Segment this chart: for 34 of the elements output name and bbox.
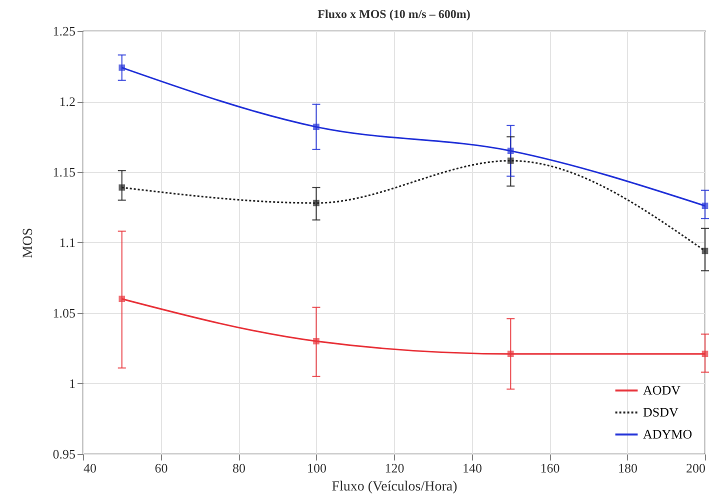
point	[313, 338, 320, 344]
x-tick-label: 200	[686, 460, 706, 476]
point	[507, 158, 514, 164]
point	[118, 296, 126, 302]
point	[313, 200, 320, 206]
x-axis-title: Fluxo (Veículos/Hora)	[332, 480, 458, 494]
x-tick-label: 40	[84, 460, 96, 476]
point	[507, 148, 514, 154]
y-tick-label: 1.05	[52, 306, 76, 320]
y-tick-label: 1.15	[52, 164, 76, 180]
x-tick-label: 120	[384, 460, 404, 476]
x-tick-label: 100	[307, 460, 326, 476]
legend-label: DSDV	[643, 404, 680, 420]
y-tick-label: 0.95	[52, 446, 76, 462]
y-tick-label: 1.25	[52, 24, 76, 38]
point	[702, 202, 708, 210]
point	[118, 184, 126, 191]
chart-title: Fluxo x MOS (10 m/s – 600m)	[318, 7, 470, 21]
legend-label: AODV	[643, 382, 682, 398]
legend-label: ADYMO	[643, 426, 692, 442]
point	[118, 64, 126, 71]
x-tick-label: 80	[232, 460, 246, 476]
point	[507, 350, 514, 358]
x-tick-label: 180	[618, 460, 638, 476]
x-tick-label: 160	[540, 460, 560, 476]
y-tick-label: 1.1	[59, 235, 76, 250]
y-tick-label: 1.2	[59, 94, 76, 109]
x-tick-label: 140	[462, 460, 482, 476]
x-tick-label: 60	[154, 460, 168, 476]
y-axis-title: MOS	[20, 228, 36, 258]
point	[313, 124, 320, 130]
point	[702, 248, 708, 254]
y-tick-label: 1	[69, 376, 76, 391]
point	[702, 350, 708, 358]
